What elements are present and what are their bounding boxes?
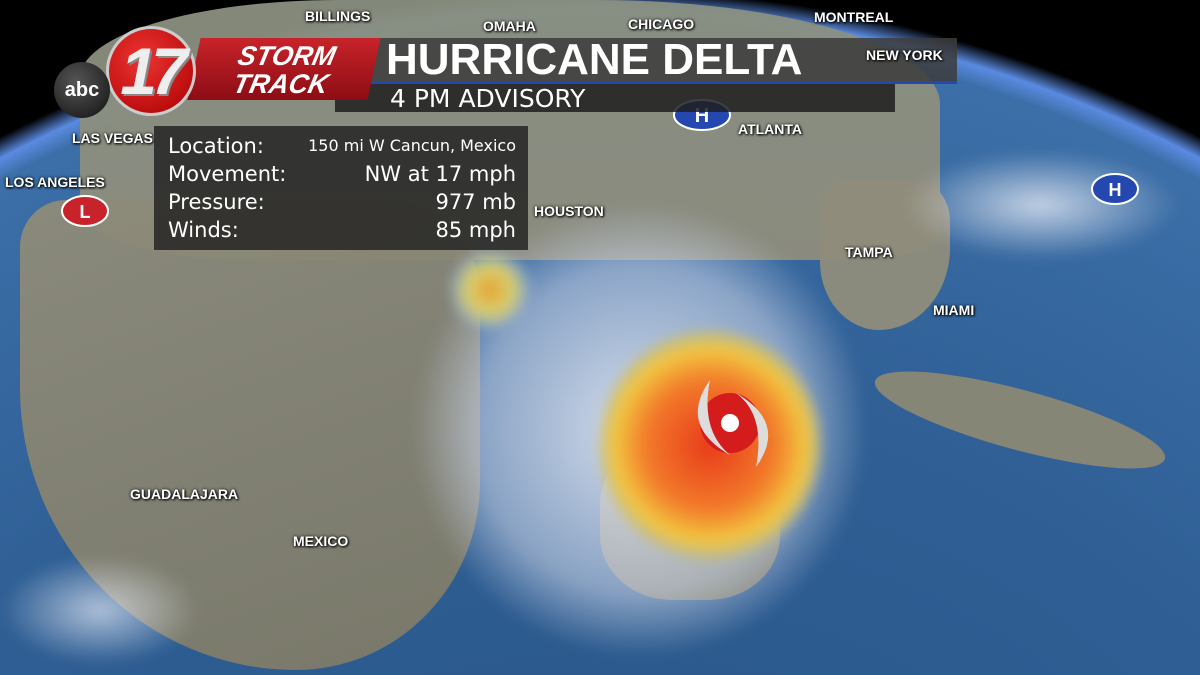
info-row-winds: Winds: 85 mph <box>168 216 516 244</box>
city-label: TAMPA <box>845 244 893 260</box>
city-label: MIAMI <box>933 302 975 318</box>
logo-line2: TRACK <box>230 69 332 99</box>
city-label: ATLANTA <box>738 121 803 137</box>
city-label: MONTREAL <box>814 9 894 25</box>
info-label: Movement: <box>168 162 287 186</box>
hurricane-icon <box>697 380 769 467</box>
info-value: NW at 17 mph <box>364 162 516 186</box>
info-row-movement: Movement: NW at 17 mph <box>168 160 516 188</box>
logo-line1: STORM <box>235 41 339 71</box>
info-value: 977 mb <box>435 190 516 214</box>
network-logo: abc <box>54 62 110 118</box>
info-label: Location: <box>168 134 264 158</box>
info-row-location: Location: 150 mi W Cancun, Mexico <box>168 132 516 160</box>
svg-text:L: L <box>80 202 91 222</box>
high-pressure-icon: H <box>1091 173 1139 205</box>
storm-info-panel: Location: 150 mi W Cancun, Mexico Movemen… <box>154 126 528 250</box>
channel-number: 17 <box>106 26 196 116</box>
city-label: HOUSTON <box>534 203 604 219</box>
svg-text:H: H <box>1109 180 1122 200</box>
station-logo: STORM TRACK 17 abc <box>54 22 381 118</box>
radar-cell <box>450 250 530 330</box>
info-value: 85 mph <box>435 218 517 242</box>
city-label: NEW YORK <box>866 47 943 63</box>
cloud-atlantic <box>900 150 1180 260</box>
low-pressure-icon: L <box>61 195 109 227</box>
city-label: GUADALAJARA <box>130 486 239 502</box>
city-label: LOS ANGELES <box>5 174 105 190</box>
advisory-subtitle: 4 PM ADVISORY <box>390 84 586 113</box>
city-label: MEXICO <box>293 533 349 549</box>
info-label: Winds: <box>168 218 239 242</box>
title-bar <box>305 38 957 84</box>
land-cuba <box>867 352 1173 488</box>
info-row-pressure: Pressure: 977 mb <box>168 188 516 216</box>
info-value: 150 mi W Cancun, Mexico <box>308 136 516 155</box>
page-title: HURRICANE DELTA <box>386 35 803 84</box>
info-label: Pressure: <box>168 190 265 214</box>
subtitle-bar <box>335 84 895 112</box>
city-label: CHICAGO <box>628 16 695 32</box>
city-label: LAS VEGAS <box>72 130 153 146</box>
cloud-pacific <box>0 555 200 665</box>
city-label: OMAHA <box>483 18 536 34</box>
city-label: BILLINGS <box>305 8 371 24</box>
storm-track-badge: STORM TRACK <box>187 38 381 100</box>
